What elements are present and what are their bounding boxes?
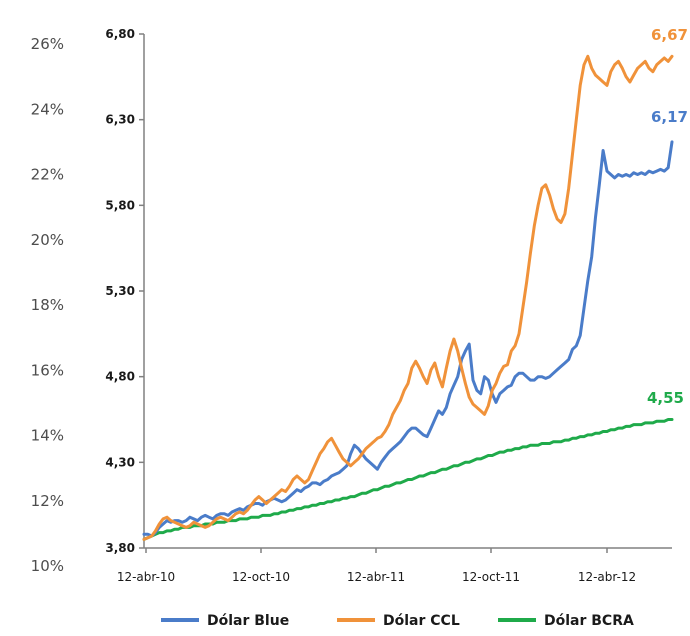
end-labels: 6,67 6,17 4,55 <box>647 26 688 407</box>
percent-tick-label: 24% <box>31 100 64 118</box>
legend: Dólar Blue Dólar CCL Dólar BCRA <box>161 613 634 629</box>
percent-tick-label: 22% <box>31 166 64 184</box>
y-tick-label: 5,30 <box>105 284 135 298</box>
end-value-label: 6,17 <box>651 108 688 126</box>
series-line-d-lar-blue <box>142 140 674 538</box>
secondary-percent-axis: 26% 24% 22% 20% 18% 16% 14% 12% 10% <box>31 35 64 575</box>
percent-tick-label: 10% <box>31 557 64 575</box>
y-axis-ticks: 6,80 6,30 5,80 5,30 4,80 4,30 3,80 <box>105 27 144 555</box>
x-tick-label: 12-oct-11 <box>462 570 520 584</box>
end-value-label: 4,55 <box>647 389 684 407</box>
x-tick-label: 12-oct-10 <box>232 570 290 584</box>
legend-label: Dólar Blue <box>207 613 289 629</box>
x-axis-ticks: 12-abr-10 12-oct-10 12-abr-11 12-oct-11 12-a… <box>117 548 636 584</box>
main-axes <box>143 34 672 549</box>
series-layer <box>142 54 674 541</box>
y-tick-label: 4,80 <box>105 370 135 384</box>
y-tick-label: 3,80 <box>105 541 135 555</box>
series-line-d-lar-ccl <box>142 54 674 541</box>
percent-tick-label: 12% <box>31 492 64 510</box>
percent-tick-label: 18% <box>31 296 64 314</box>
percent-tick-label: 20% <box>31 231 64 249</box>
percent-tick-label: 14% <box>31 427 64 445</box>
y-tick-label: 6,30 <box>105 113 135 127</box>
x-tick-label: 12-abr-10 <box>117 570 175 584</box>
x-tick-label: 12-abr-12 <box>578 570 636 584</box>
x-tick-label: 12-abr-11 <box>347 570 405 584</box>
end-value-label: 6,67 <box>651 26 688 44</box>
percent-tick-label: 16% <box>31 361 64 379</box>
legend-label: Dólar CCL <box>383 613 460 629</box>
legend-label: Dólar BCRA <box>544 613 634 629</box>
y-tick-label: 6,80 <box>105 27 135 41</box>
y-tick-label: 4,30 <box>105 455 135 469</box>
y-tick-label: 5,80 <box>105 198 135 212</box>
percent-tick-label: 26% <box>31 35 64 53</box>
series-line-d-lar-bcra <box>142 418 674 541</box>
